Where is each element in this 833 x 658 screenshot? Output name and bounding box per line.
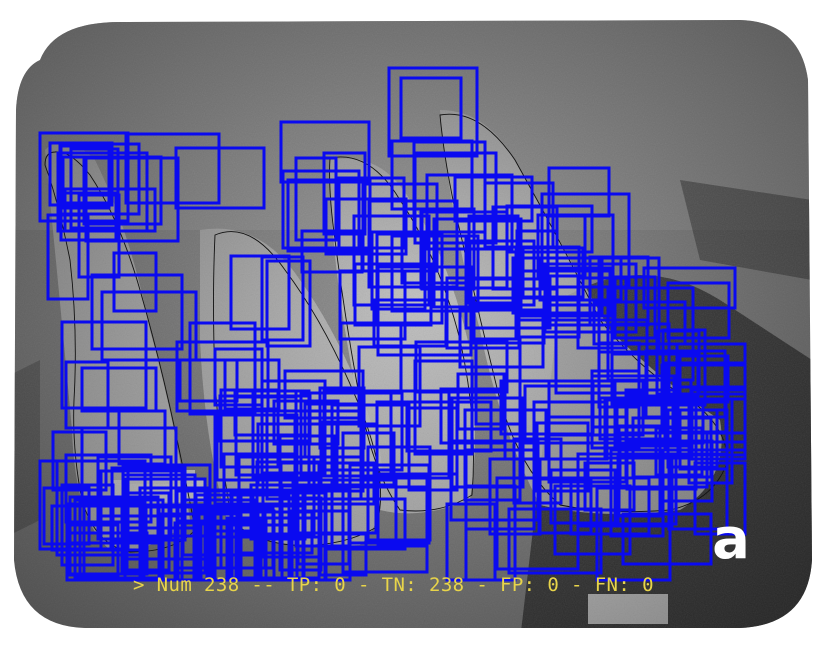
- detection-box: [445, 502, 497, 582]
- detection-box: [474, 337, 522, 426]
- detection-box: [124, 132, 221, 205]
- detection-box: [65, 531, 149, 576]
- detection-box: [387, 66, 479, 158]
- detection-box: [138, 486, 212, 582]
- detection-box: [666, 281, 731, 340]
- detection-box: [56, 151, 149, 233]
- tooth-outline: [44, 151, 196, 553]
- detection-box: [38, 459, 130, 551]
- detection-box: [613, 378, 693, 448]
- detection-box: [675, 342, 747, 396]
- detection-box: [178, 358, 239, 403]
- detection-box: [400, 234, 468, 285]
- detection-box: [676, 397, 747, 457]
- detection-box: [678, 408, 729, 471]
- detection-box: [425, 173, 514, 251]
- detection-box: [547, 379, 645, 437]
- detection-box: [64, 360, 110, 430]
- detection-box: [609, 448, 665, 538]
- detection-box: [46, 213, 90, 301]
- detection-box: [260, 255, 305, 342]
- detection-box: [174, 146, 266, 210]
- detection-box: [84, 156, 180, 243]
- detection-box: [621, 512, 713, 566]
- detection-box: [414, 340, 509, 394]
- detection-box: [617, 424, 662, 518]
- detection-box: [375, 232, 444, 325]
- panel-letter: a: [712, 507, 750, 572]
- detection-box: [78, 500, 146, 582]
- detection-box: [468, 239, 536, 307]
- detection-box: [353, 262, 433, 327]
- detection-box: [413, 151, 498, 245]
- detection-box: [546, 266, 615, 327]
- detection-box: [439, 387, 507, 445]
- detection-box: [294, 156, 338, 242]
- detection-box: [90, 273, 184, 351]
- detection-box: [283, 369, 365, 420]
- detection-box: [644, 349, 727, 419]
- detection-box: [230, 491, 328, 582]
- detection-box: [77, 193, 121, 279]
- detection-box: [112, 251, 158, 313]
- detection-box: [48, 141, 114, 207]
- detection-box: [693, 461, 747, 536]
- detection-box: [549, 468, 617, 525]
- detection-box: [341, 485, 429, 574]
- detection-box: [535, 421, 590, 493]
- detection-box: [553, 484, 632, 556]
- detection-box: [413, 359, 474, 456]
- detection-box: [515, 269, 612, 318]
- detection-box: [399, 76, 463, 140]
- detection-box: [463, 408, 522, 502]
- detection-box: [532, 400, 609, 461]
- detection-box: [265, 409, 363, 501]
- detection-box: [117, 409, 167, 466]
- detection-box: [352, 214, 431, 307]
- detection-box: [229, 254, 291, 331]
- detection-box: [505, 204, 594, 254]
- detection-box: [61, 155, 111, 205]
- detection-box: [540, 192, 631, 289]
- detection-box: [576, 276, 628, 350]
- detection-box: [219, 388, 280, 469]
- detection-box: [592, 300, 687, 346]
- detection-box: [73, 498, 165, 580]
- detection-box: [265, 259, 312, 348]
- detection-boxes: [38, 66, 747, 582]
- detection-box: [322, 151, 367, 236]
- detection-box: [59, 191, 118, 242]
- detection-stats-caption: > Num 238 -- TP: 0 - TN: 238 - FP: 0 - F…: [133, 574, 654, 596]
- detection-box: [68, 495, 160, 545]
- detection-box: [279, 120, 371, 184]
- detection-box: [281, 169, 361, 250]
- detection-box: [213, 347, 264, 407]
- detection-box: [319, 420, 365, 493]
- detection-box: [38, 131, 130, 223]
- detection-box: [588, 255, 650, 327]
- detection-box: [223, 358, 281, 411]
- detection-box: [361, 182, 439, 273]
- detection-box: [339, 321, 403, 395]
- detection-box: [453, 175, 534, 223]
- detection-box: [100, 290, 198, 362]
- detection-box: [536, 213, 587, 278]
- detection-box: [464, 277, 552, 330]
- detection-box: [655, 329, 701, 396]
- detection-box: [60, 320, 148, 410]
- detection-box: [330, 403, 411, 478]
- detection-box: [69, 147, 120, 230]
